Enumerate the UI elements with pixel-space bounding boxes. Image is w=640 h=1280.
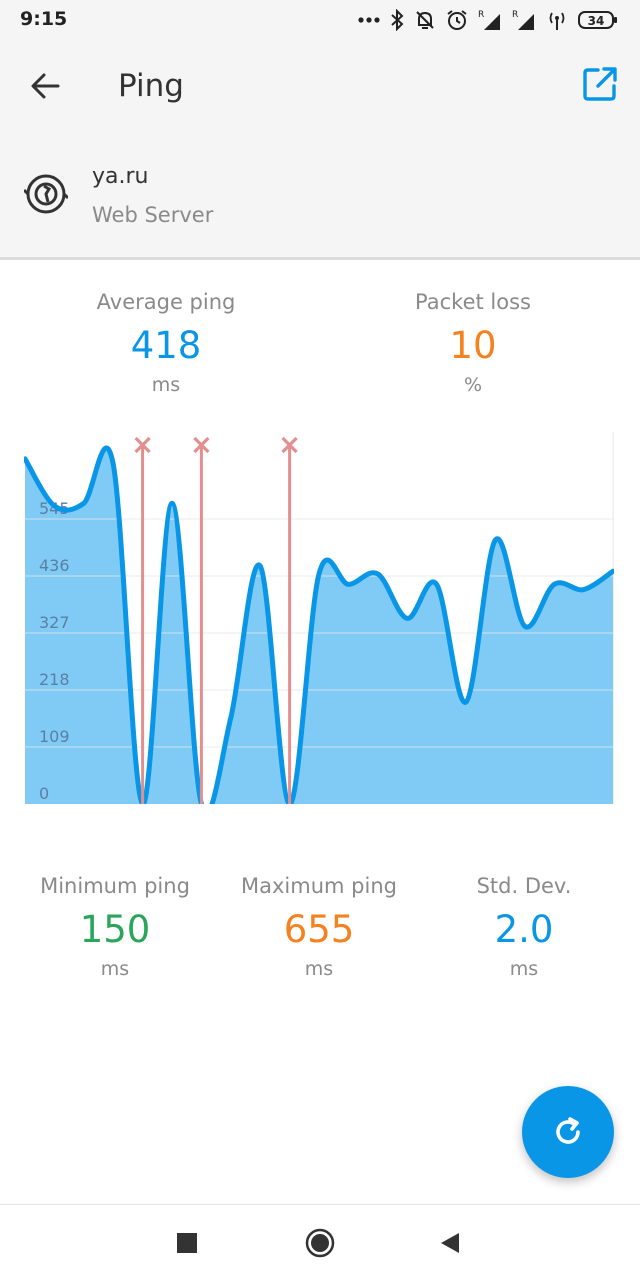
minimum-ping-unit: ms [100, 958, 130, 980]
signal-roaming-icon: R [478, 10, 500, 30]
system-nav-bar [0, 1204, 640, 1280]
recents-square-icon [177, 1233, 197, 1253]
signal-roaming-icon: R [512, 10, 534, 30]
ping-line [24, 445, 614, 804]
packet-loss-stat: Packet loss 10 % [373, 290, 573, 396]
battery-icon: 34 [578, 11, 617, 29]
host-name: ya.ru [92, 164, 149, 189]
maximum-ping-stat: Maximum ping 655 ms [219, 874, 419, 980]
arrow-back-icon [31, 73, 60, 99]
average-ping-stat: Average ping 418 ms [66, 290, 266, 396]
packet-loss-x-icon [281, 436, 298, 454]
maximum-ping-value: 655 [283, 908, 355, 951]
open-external-icon [583, 67, 617, 101]
home-circle-icon [305, 1228, 335, 1258]
svg-text:R: R [512, 10, 518, 20]
y-tick-label: 109 [39, 727, 70, 746]
refresh-button[interactable] [522, 1086, 614, 1178]
battery-level: 34 [588, 14, 605, 28]
average-ping-unit: ms [151, 374, 181, 396]
minimum-ping-value: 150 [79, 908, 151, 951]
std-dev-unit: ms [509, 958, 539, 980]
std-dev-label: Std. Dev. [476, 874, 572, 898]
packet-loss-unit: % [463, 374, 483, 396]
minimum-ping-label: Minimum ping [40, 874, 190, 898]
host-type: Web Server [92, 203, 214, 227]
ping-chart: 0 109 218 327 436 545 [24, 432, 616, 810]
hotspot-icon [549, 12, 565, 30]
packet-loss-label: Packet loss [415, 290, 531, 314]
back-triangle-icon [441, 1233, 459, 1253]
packet-loss-x-icon [193, 436, 210, 454]
y-tick-label: 0 [39, 784, 49, 803]
y-tick-label: 327 [39, 613, 70, 632]
std-dev-stat: Std. Dev. 2.0 ms [424, 874, 624, 980]
recents-button[interactable] [169, 1225, 205, 1261]
status-bar: 9:15 R R 34 [0, 0, 640, 40]
home-button[interactable] [302, 1225, 338, 1261]
notifications-off-icon [416, 11, 434, 29]
packet-loss-value: 10 [449, 324, 497, 367]
page-title: Ping [118, 68, 184, 104]
app-header: Ping ya.ru Web Server [0, 40, 640, 260]
average-ping-value: 418 [130, 324, 202, 367]
y-tick-label: 436 [39, 556, 70, 575]
status-time: 9:15 [20, 8, 68, 30]
server-sync-icon [22, 172, 70, 216]
minimum-ping-stat: Minimum ping 150 ms [15, 874, 215, 980]
svg-text:R: R [478, 10, 484, 20]
back-nav-button[interactable] [432, 1225, 468, 1261]
packet-loss-x-icon [134, 436, 151, 454]
back-button[interactable] [26, 66, 66, 106]
refresh-icon [556, 1117, 580, 1144]
y-tick-label: 218 [39, 670, 70, 689]
std-dev-value: 2.0 [494, 908, 554, 951]
maximum-ping-label: Maximum ping [241, 874, 397, 898]
ping-area-fill [25, 448, 613, 804]
alarm-icon [447, 10, 467, 30]
maximum-ping-unit: ms [304, 958, 334, 980]
bluetooth-icon [391, 9, 404, 31]
open-external-button[interactable] [580, 64, 620, 104]
more-dots-icon [358, 17, 380, 23]
average-ping-label: Average ping [96, 290, 236, 314]
status-icons: R R 34 [358, 6, 618, 34]
